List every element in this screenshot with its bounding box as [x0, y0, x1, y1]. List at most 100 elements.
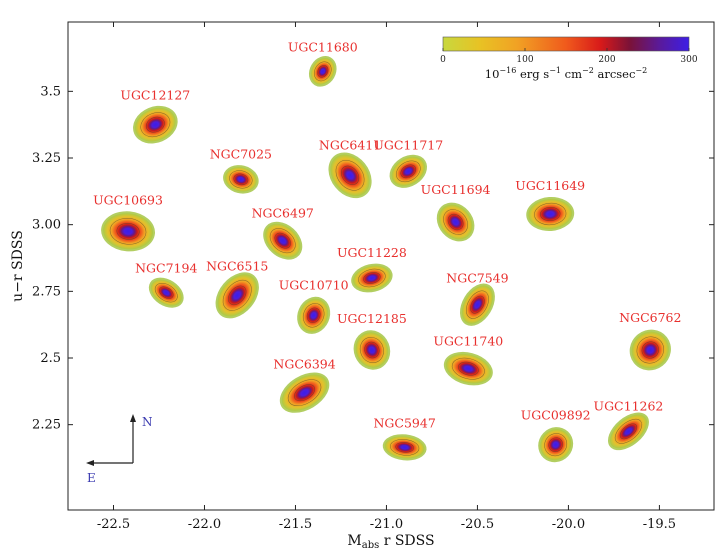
colorbar-tick-label: 0	[440, 55, 446, 65]
galaxy-contour	[116, 222, 140, 240]
colorbar-tick-label: 100	[516, 55, 533, 65]
galaxy-body	[540, 429, 572, 461]
galaxy-contour	[302, 303, 325, 328]
galaxy-contour	[340, 165, 360, 185]
galaxy-contour	[544, 433, 568, 457]
y-tick-label: 3.5	[40, 84, 61, 99]
x-tick-label: -22.0	[188, 517, 221, 532]
galaxy-contour	[317, 65, 329, 78]
galaxy-contour	[636, 336, 664, 364]
galaxy-label: UGC10693	[93, 192, 163, 207]
galaxy-label: UGC11717	[373, 137, 443, 152]
galaxy-contour	[400, 164, 417, 179]
galaxy-body	[631, 331, 669, 369]
galaxy-label: UGC10710	[279, 277, 349, 292]
colorbar-tick-label: 300	[680, 55, 697, 65]
galaxy-contour	[534, 202, 567, 226]
galaxy-label: UGC12185	[337, 311, 407, 326]
colorbar-tick-label: 200	[598, 55, 615, 65]
compass-north-head	[130, 414, 136, 422]
galaxy-marker	[215, 272, 259, 319]
galaxy-contour	[619, 423, 638, 440]
galaxy-label: UGC12127	[120, 88, 190, 103]
galaxy-body	[135, 107, 176, 142]
galaxy-contour	[457, 361, 479, 376]
y-tick-label: 3.25	[32, 151, 61, 166]
x-tick-label: -20.0	[552, 517, 585, 532]
galaxy-label: NGC7025	[210, 146, 272, 161]
galaxy-marker	[629, 329, 671, 371]
galaxy-label: UGC11262	[594, 398, 664, 413]
x-tick-label: -21.0	[370, 517, 403, 532]
galaxy-label: NGC6394	[273, 357, 335, 372]
cbar-unit-exp2: −1	[549, 66, 561, 75]
colorbar	[442, 36, 690, 52]
galaxy-marker	[351, 263, 393, 293]
galaxy-contour	[540, 206, 561, 222]
galaxy-label: NGC5947	[373, 415, 435, 430]
galaxy-marker	[608, 412, 649, 451]
compass: N E	[86, 414, 153, 485]
galaxy-body	[391, 156, 426, 186]
cbar-unit-exp4: −2	[635, 66, 647, 75]
galaxy-contour	[154, 283, 178, 303]
galaxy-contour	[364, 341, 380, 359]
colorbar-unit-label: 10−16 erg s−1 cm−2 arcsec−2	[485, 66, 647, 81]
galaxy-contour	[390, 439, 420, 456]
galaxy-label: UGC11680	[288, 39, 358, 54]
y-tick-label: 2.5	[40, 351, 61, 366]
galaxy-contour	[641, 341, 659, 359]
galaxy-marker	[382, 434, 427, 461]
galaxy-contour	[306, 307, 321, 324]
galaxy-body	[330, 154, 370, 197]
galaxy-contour	[140, 112, 171, 138]
galaxy-body	[353, 265, 391, 291]
cbar-unit-t2: cm	[561, 67, 582, 81]
y-tick-label: 3.00	[32, 218, 61, 233]
galaxy-label: UGC11740	[433, 334, 503, 349]
galaxy-label: NGC7549	[446, 271, 508, 286]
x-tick-label: -21.5	[279, 517, 312, 532]
cbar-unit-exp1: −16	[499, 66, 516, 75]
galaxy-marker	[443, 351, 493, 386]
galaxy-contour	[159, 286, 174, 299]
galaxy-label: UGC09892	[521, 408, 591, 423]
compass-north-label: N	[142, 415, 153, 429]
y-tick-label: 2.75	[32, 284, 61, 299]
galaxy-contour	[233, 173, 249, 186]
galaxy-marker	[459, 283, 495, 326]
galaxy-contour	[145, 116, 165, 133]
galaxy-marker	[297, 296, 331, 334]
colorbar-ticks: 0 100 200 300	[440, 48, 698, 65]
galaxy-body	[445, 353, 491, 384]
galaxy-marker	[133, 105, 178, 144]
y-axis-title: u−r SDSS	[10, 230, 26, 302]
galaxy-label: NGC6411	[319, 137, 381, 152]
galaxy-contour	[274, 232, 291, 249]
galaxy-contour	[451, 357, 485, 380]
y-tick-label: 2.25	[32, 418, 61, 433]
galaxy-contour	[294, 384, 316, 402]
galaxy-contour	[228, 285, 247, 306]
galaxy-body	[609, 414, 648, 449]
galaxy-contour	[287, 379, 322, 407]
x-axis-title-rest: r SDSS	[379, 533, 434, 549]
galaxy-contour	[269, 228, 296, 254]
cbar-unit-t3: arcsec	[594, 67, 636, 81]
galaxy-contour	[470, 295, 485, 314]
galaxy-body	[217, 274, 257, 317]
y-axis-ticks: 2.25 2.5 2.75 3.00 3.25 3.5	[32, 84, 714, 433]
galaxy-label: NGC7194	[135, 261, 197, 276]
galaxy-contour	[359, 336, 384, 364]
plot-frame	[67, 21, 715, 511]
galaxy-label: NGC6497	[252, 206, 314, 221]
galaxy-body	[384, 436, 425, 459]
galaxy-contour	[395, 160, 421, 183]
galaxy-contour	[222, 279, 252, 311]
galaxy-contour	[443, 209, 468, 235]
galaxy-body	[438, 204, 473, 240]
galaxy-contour	[447, 213, 464, 231]
galaxy-contour	[466, 290, 489, 319]
